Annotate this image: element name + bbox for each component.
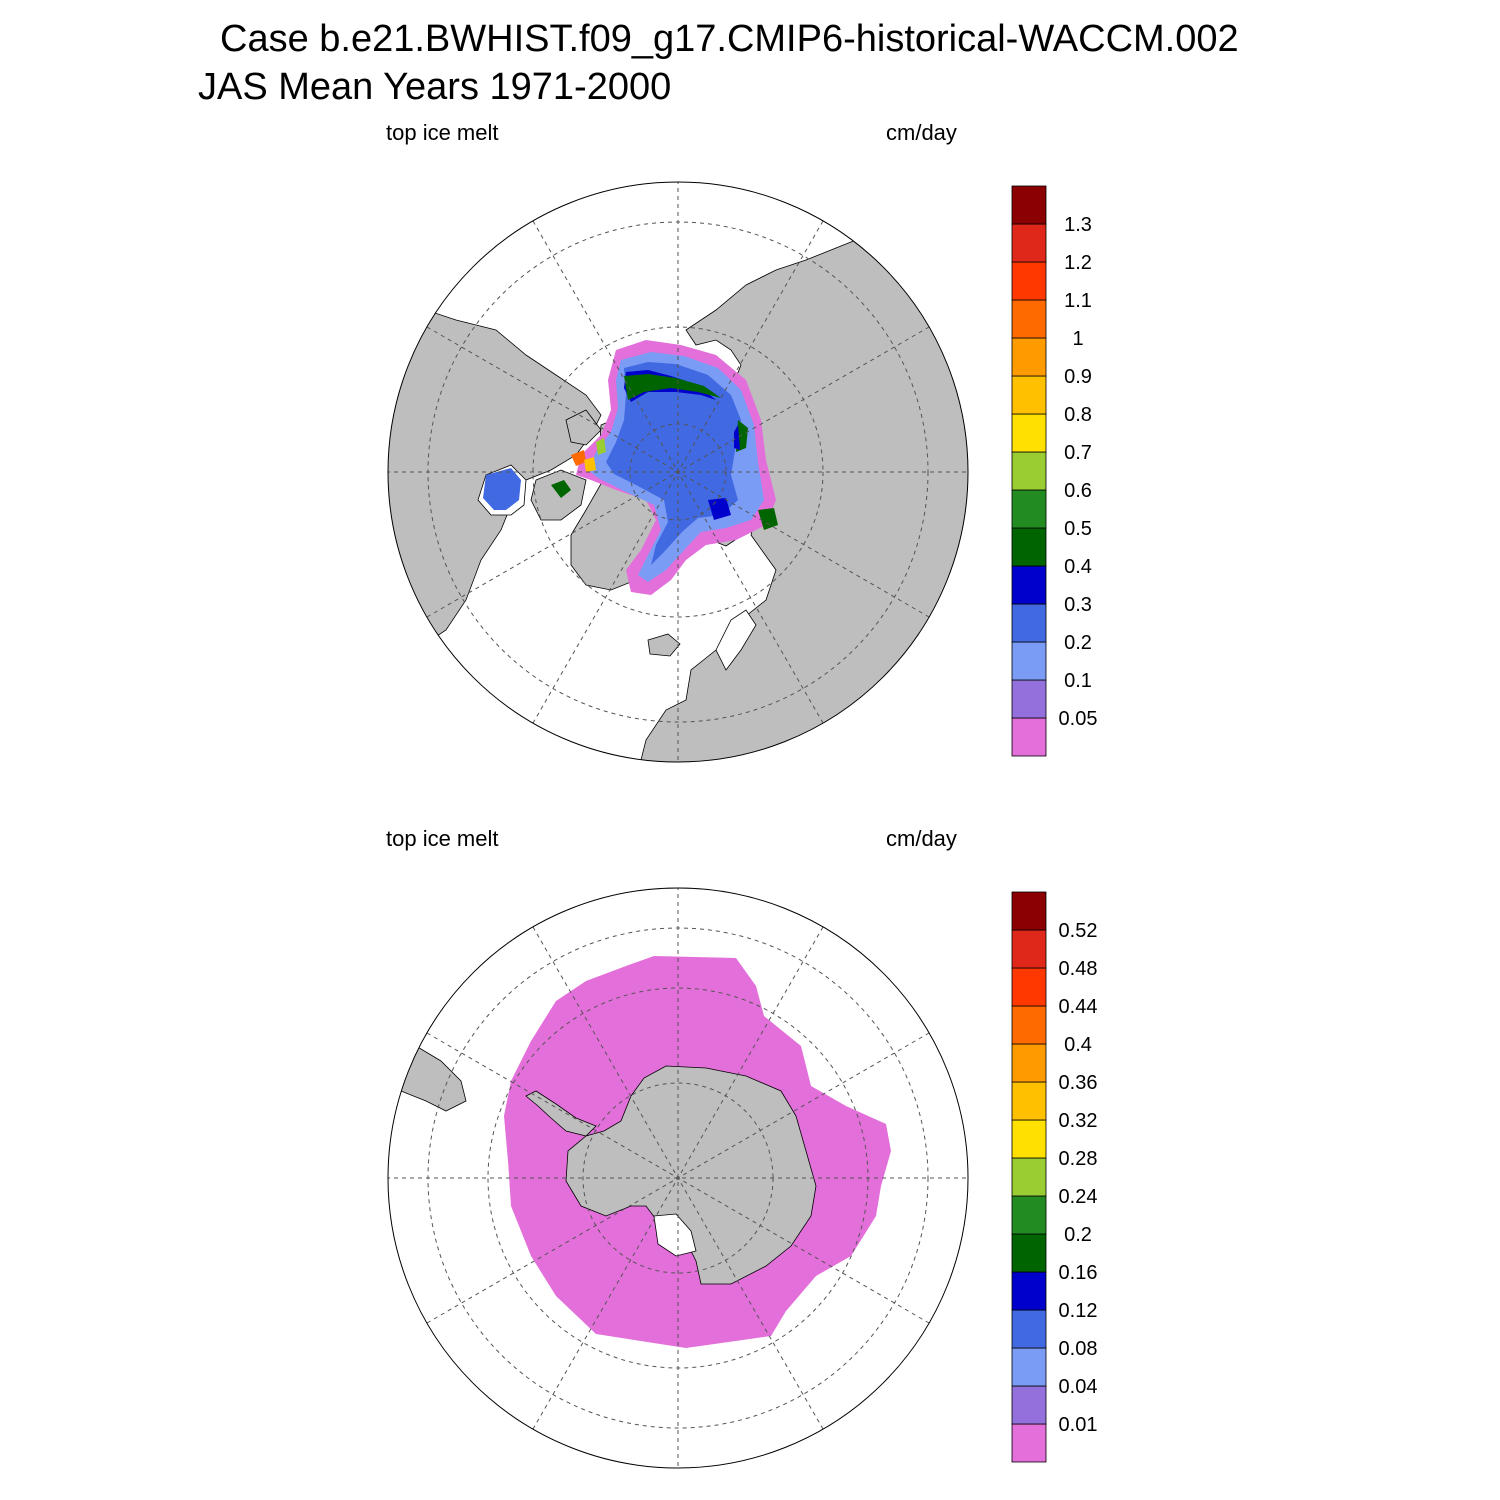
colorbar-swatch (1011, 565, 1047, 605)
iceland (647, 633, 681, 657)
colorbar-swatch (1011, 1157, 1047, 1197)
graticule (388, 182, 968, 762)
baltic-sea (715, 609, 757, 671)
colorbar-swatch (1011, 1195, 1047, 1235)
north-variable-label: top ice melt (386, 120, 499, 145)
south-units-label: cm/day (886, 826, 957, 851)
colorbar-tick-label: 0.05 (1059, 708, 1098, 730)
colorbar-swatch (1011, 261, 1047, 301)
north-polar-map (387, 181, 969, 763)
colorbar-tick-label: 0.28 (1059, 1148, 1098, 1170)
colorbar-swatch (1011, 929, 1047, 969)
colorbar-swatch (1011, 527, 1047, 567)
colorbar-swatch (1011, 1347, 1047, 1387)
colorbar-swatch (1011, 375, 1047, 415)
colorbar-tick-label: 1 (1072, 328, 1083, 350)
colorbar-swatch (1011, 1309, 1047, 1349)
colorbar-swatch (1011, 489, 1047, 529)
colorbar-tick-label: 0.9 (1064, 366, 1092, 388)
colorbar-swatch (1011, 223, 1047, 263)
colorbar-tick-label: 0.6 (1064, 480, 1092, 502)
colorbar-tick-label: 0.16 (1059, 1262, 1098, 1284)
colorbar-swatch (1011, 967, 1047, 1007)
colorbar-tick-label: 1.2 (1064, 252, 1092, 274)
colorbar-swatch (1011, 1043, 1047, 1083)
map-boundary (387, 181, 969, 763)
colorbar-tick-label: 0.5 (1064, 518, 1092, 540)
colorbar-tick-label: 0.44 (1059, 996, 1098, 1018)
colorbar-tick-label: 0.3 (1064, 594, 1092, 616)
colorbar-tick-label: 0.24 (1059, 1186, 1098, 1208)
map-boundary (387, 887, 969, 1469)
colorbar-swatch (1011, 185, 1047, 225)
plot-subtitle: JAS Mean Years 1971-2000 (198, 66, 672, 108)
colorbar-tick-label: 0.04 (1059, 1376, 1098, 1398)
colorbar-swatch (1011, 1081, 1047, 1121)
colorbar-swatch (1011, 451, 1047, 491)
colorbar-tick-label: 0.32 (1059, 1110, 1098, 1132)
colorbar-swatch (1011, 891, 1047, 931)
colorbar-tick-label: 0.2 (1064, 1224, 1092, 1246)
plot-title: Case b.e21.BWHIST.f09_g17.CMIP6-historic… (220, 18, 1239, 60)
colorbar-tick-label: 0.2 (1064, 632, 1092, 654)
colorbar-swatch (1011, 717, 1047, 757)
colorbar-swatch (1011, 1233, 1047, 1273)
colorbar-swatch (1011, 1423, 1047, 1463)
colorbar-swatch (1011, 299, 1047, 339)
colorbar-tick-label: 0.08 (1059, 1338, 1098, 1360)
colorbar-swatch (1011, 337, 1047, 377)
colorbar-tick-label: 0.12 (1059, 1300, 1098, 1322)
colorbar-swatch (1011, 641, 1047, 681)
colorbar-tick-label: 0.48 (1059, 958, 1098, 980)
colorbar-tick-label: 0.7 (1064, 442, 1092, 464)
north-colorbar: 0.05 0.1 0.2 0.3 0.4 0.5 0.6 0.7 0.8 0.9 1 1.1 1.2 1.… (1011, 185, 1098, 757)
colorbar-tick-label: 0.52 (1059, 920, 1098, 942)
colorbar-tick-label: 0.8 (1064, 404, 1092, 426)
graticule (388, 888, 968, 1468)
colorbar-swatch (1011, 1119, 1047, 1159)
colorbar-swatch (1011, 679, 1047, 719)
colorbar-swatch (1011, 1385, 1047, 1425)
colorbar-tick-label: 1.3 (1064, 214, 1092, 236)
colorbar-tick-label: 1.1 (1064, 290, 1092, 312)
south-polar-map (387, 887, 969, 1469)
colorbar-tick-label: 0.4 (1064, 1034, 1092, 1056)
south-variable-label: top ice melt (386, 826, 499, 851)
colorbar-tick-label: 0.1 (1064, 670, 1092, 692)
colorbar-tick-label: 0.4 (1064, 556, 1092, 578)
north-units-label: cm/day (886, 120, 957, 145)
south-colorbar: 0.01 0.04 0.08 0.12 0.16 0.2 0.24 0.28 0.32 0.36 0… (1011, 891, 1098, 1463)
colorbar-tick-label: 0.36 (1059, 1072, 1098, 1094)
colorbar-swatch (1011, 413, 1047, 453)
colorbar-swatch (1011, 603, 1047, 643)
colorbar-swatch (1011, 1271, 1047, 1311)
colorbar-tick-label: 0.01 (1059, 1414, 1098, 1436)
ross-sea (653, 1213, 697, 1257)
colorbar-swatch (1011, 1005, 1047, 1045)
